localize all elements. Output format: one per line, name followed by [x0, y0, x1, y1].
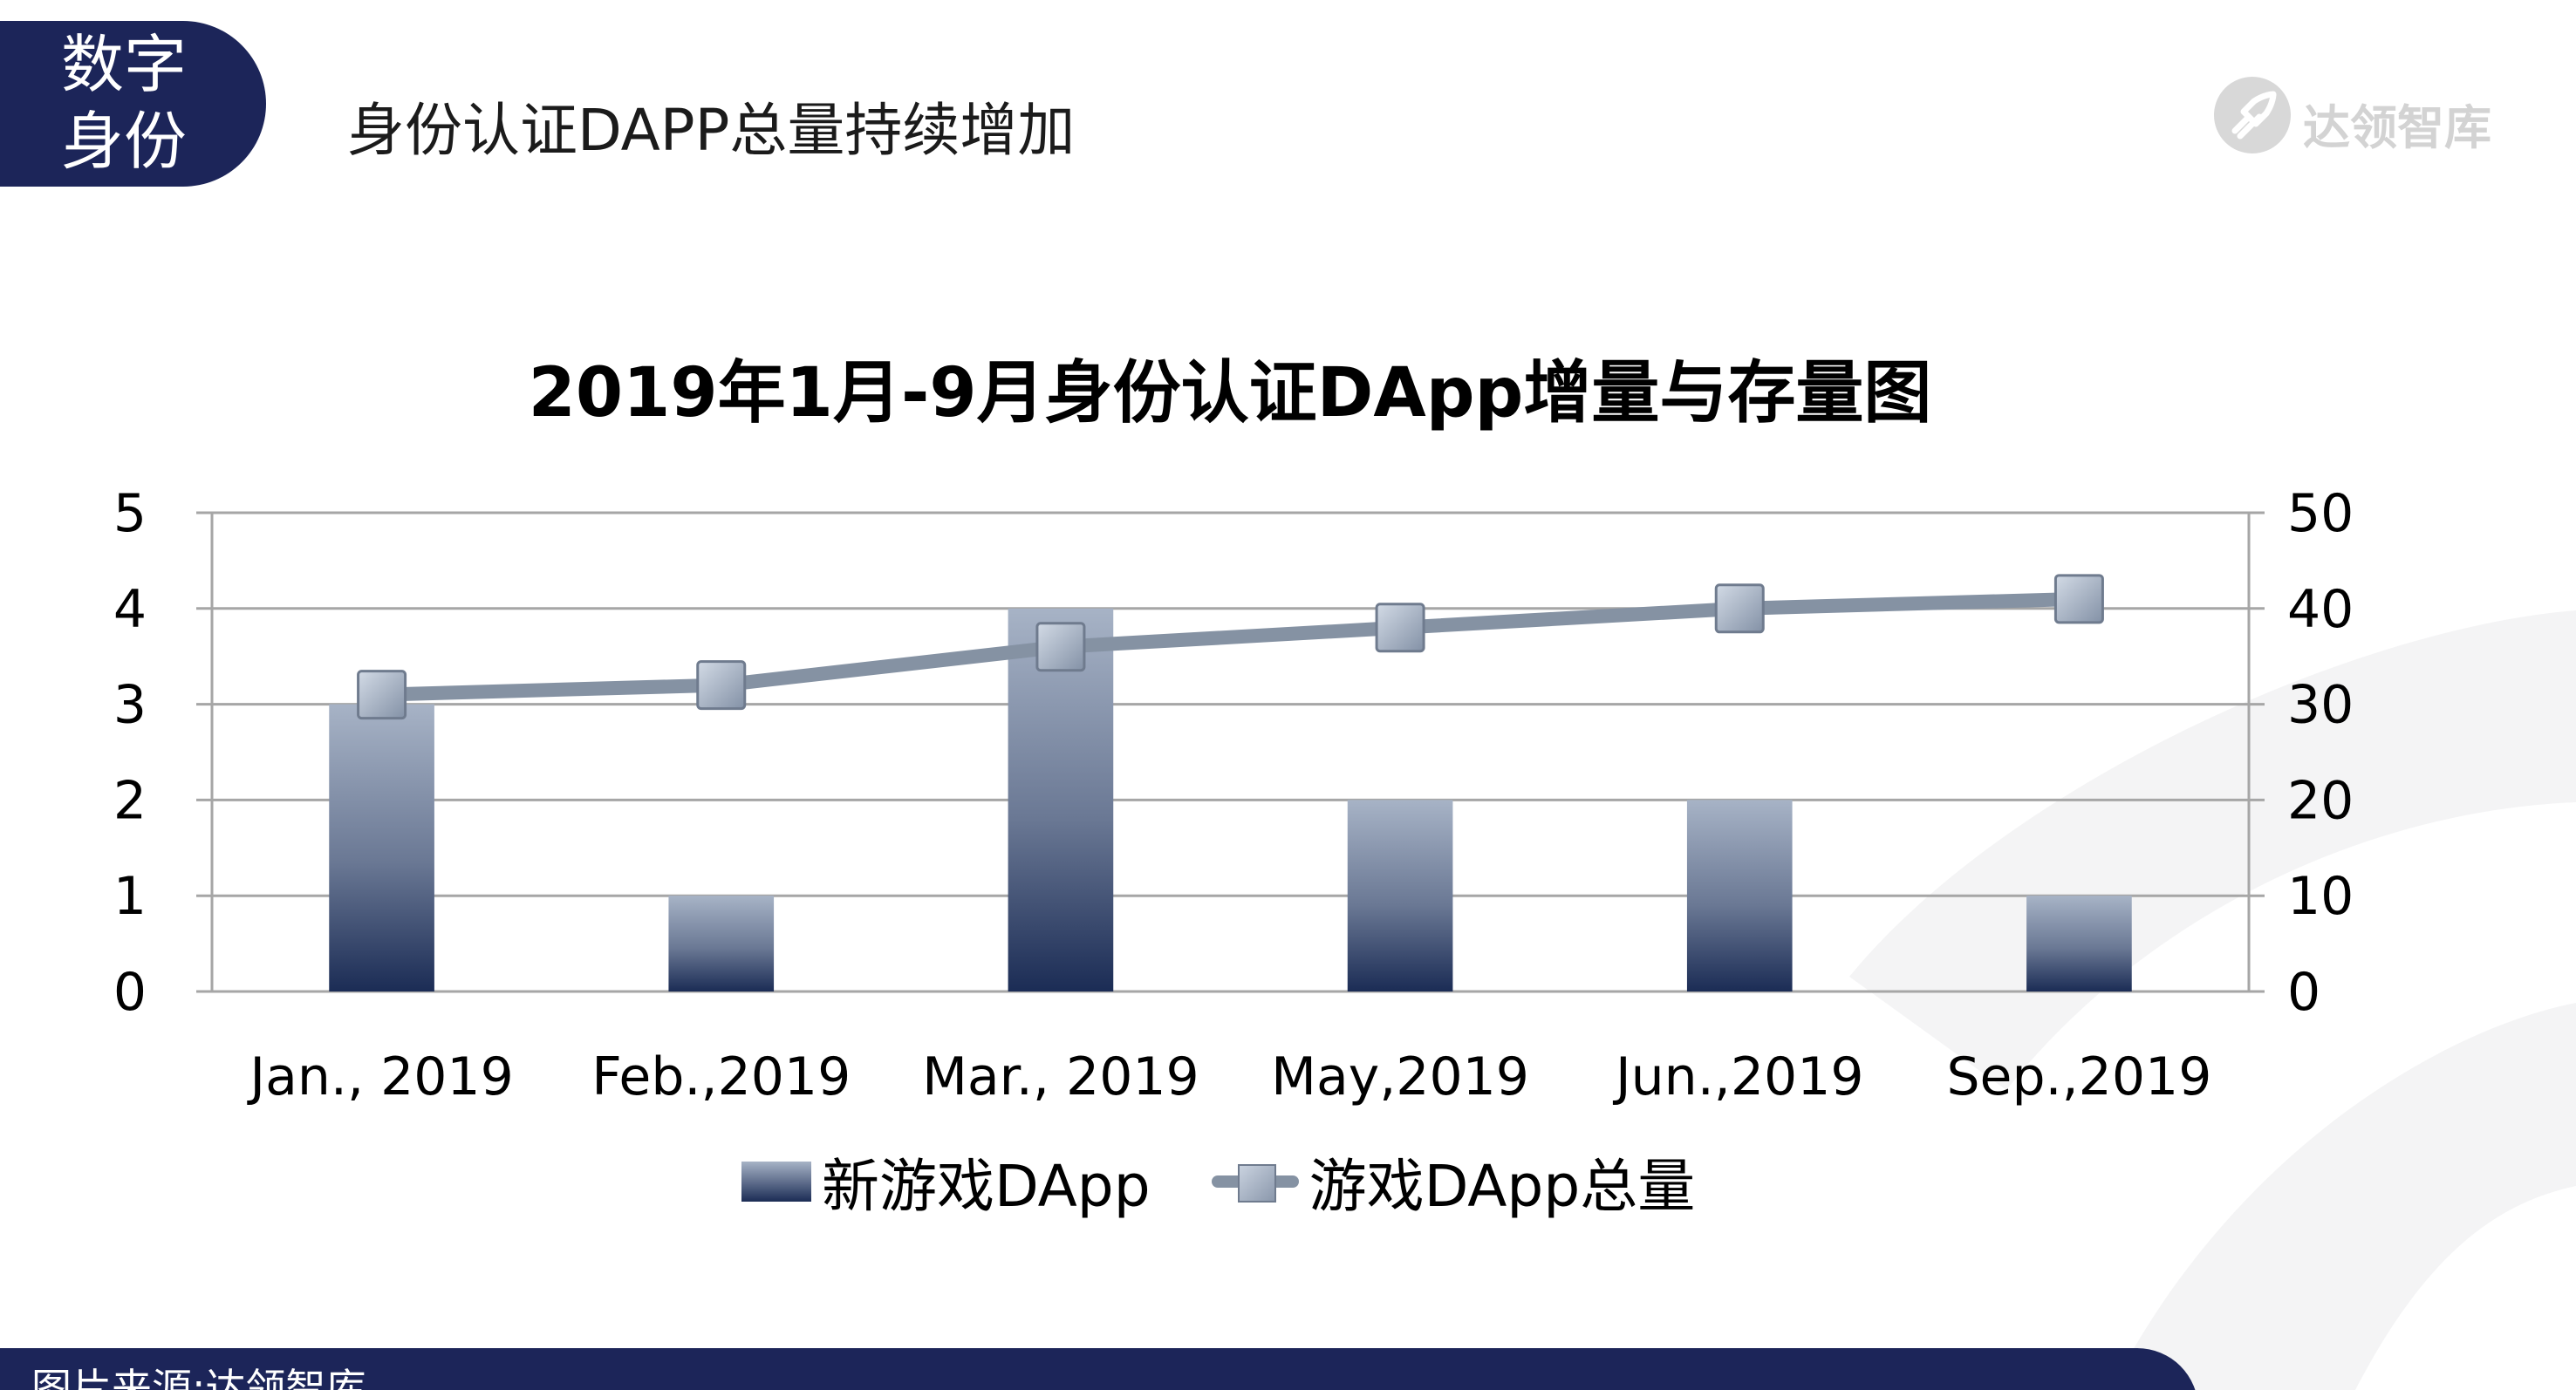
logo-text: 达领智库	[2303, 100, 2491, 155]
chart-title: 2019年1月-9月身份认证DApp增量与存量图	[528, 354, 1932, 433]
x-tick-label: May,2019	[1271, 1046, 1529, 1107]
line-marker	[696, 660, 747, 711]
legend-label-bar: 新游戏DApp	[822, 1153, 1151, 1220]
x-tick-label: Feb.,2019	[591, 1046, 851, 1107]
rocket-icon	[2214, 77, 2291, 153]
bar	[2026, 896, 2132, 991]
x-tick-label: Mar., 2019	[922, 1046, 1199, 1107]
line-marker	[357, 670, 407, 720]
y-left-tick-label: 5	[113, 483, 147, 544]
footer-source: 图片来源:达领智库	[31, 1365, 366, 1390]
section-tab	[0, 21, 266, 187]
section-label-line1: 数字	[61, 28, 188, 101]
bar	[1347, 800, 1453, 991]
line-marker	[1714, 583, 1765, 634]
y-right-tick-label: 20	[2287, 770, 2354, 831]
legend-line-swatch	[1211, 1160, 1299, 1203]
bar	[668, 896, 775, 991]
bar	[1686, 800, 1793, 991]
series-line	[374, 591, 2087, 702]
chart-legend: 新游戏DApp 游戏DApp总量	[741, 1142, 1695, 1221]
y-right-tick-label: 30	[2287, 675, 2354, 736]
x-tick-label: Sep.,2019	[1946, 1046, 2211, 1107]
legend-bar-swatch	[741, 1162, 811, 1202]
footer-bar	[0, 1348, 2198, 1390]
y-left-tick-label: 3	[113, 675, 147, 736]
y-right-tick-label: 50	[2287, 483, 2354, 544]
legend-item-line: 游戏DApp总量	[1211, 1140, 1696, 1223]
y-left-tick-label: 1	[113, 866, 147, 927]
bar	[329, 704, 434, 991]
x-tick-label: Jun.,2019	[1612, 1046, 1864, 1107]
y-right-tick-label: 0	[2287, 962, 2320, 1023]
bar	[1008, 608, 1114, 991]
line-marker	[1375, 603, 1425, 653]
section-label-line2: 身份	[61, 105, 188, 178]
x-tick-label: Jan., 2019	[246, 1046, 513, 1107]
legend-label-line: 游戏DApp总量	[1308, 1153, 1696, 1220]
legend-item-bar: 新游戏DApp	[741, 1140, 1151, 1223]
y-right-tick-label: 10	[2287, 866, 2354, 927]
line-marker	[2053, 574, 2104, 624]
line-marker	[1035, 622, 1086, 672]
y-left-tick-label: 4	[113, 579, 147, 640]
y-left-tick-label: 2	[113, 770, 147, 831]
y-left-tick-label: 0	[113, 962, 147, 1023]
slide-title: 身份认证DAPP总量持续增加	[347, 97, 1076, 164]
plot-frame	[210, 511, 2251, 993]
logo: 达领智库	[2214, 77, 2493, 155]
y-right-tick-label: 40	[2287, 579, 2354, 640]
